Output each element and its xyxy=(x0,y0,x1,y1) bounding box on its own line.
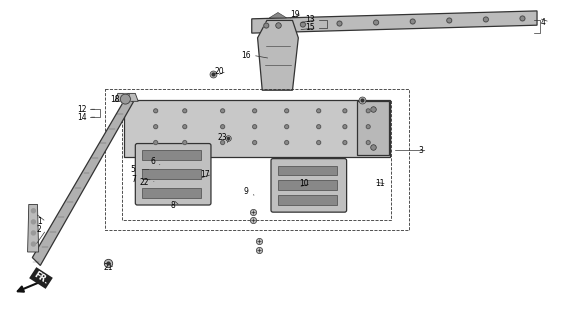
Polygon shape xyxy=(27,204,39,252)
Circle shape xyxy=(32,242,36,246)
Circle shape xyxy=(520,16,525,21)
Text: 11: 11 xyxy=(375,179,384,188)
Circle shape xyxy=(366,140,370,145)
Circle shape xyxy=(121,94,130,104)
Polygon shape xyxy=(142,169,201,179)
Polygon shape xyxy=(278,180,337,190)
Text: 2: 2 xyxy=(37,225,42,234)
Text: FR.: FR. xyxy=(32,270,50,286)
Circle shape xyxy=(337,21,342,26)
Text: 18: 18 xyxy=(110,95,120,104)
Circle shape xyxy=(32,209,36,213)
Polygon shape xyxy=(278,195,337,205)
Circle shape xyxy=(316,109,321,113)
Text: 21: 21 xyxy=(103,263,113,272)
FancyBboxPatch shape xyxy=(271,159,347,212)
Circle shape xyxy=(253,140,257,145)
Text: 5: 5 xyxy=(130,165,135,174)
Circle shape xyxy=(221,109,225,113)
Circle shape xyxy=(343,140,347,145)
Circle shape xyxy=(285,109,288,113)
Text: 22: 22 xyxy=(139,178,149,187)
Text: 14: 14 xyxy=(77,113,87,122)
Polygon shape xyxy=(278,165,337,175)
Circle shape xyxy=(264,23,269,28)
Circle shape xyxy=(343,125,347,129)
Polygon shape xyxy=(356,101,388,155)
Circle shape xyxy=(366,109,370,113)
Circle shape xyxy=(285,125,288,129)
Polygon shape xyxy=(142,150,201,160)
Text: 19: 19 xyxy=(291,10,300,19)
Text: 23: 23 xyxy=(218,133,228,142)
Text: 13: 13 xyxy=(305,15,315,24)
Circle shape xyxy=(221,140,225,145)
Text: 15: 15 xyxy=(305,23,315,32)
Circle shape xyxy=(183,140,187,145)
Circle shape xyxy=(154,125,158,129)
Polygon shape xyxy=(115,93,138,101)
Text: 12: 12 xyxy=(77,105,87,114)
Circle shape xyxy=(410,19,415,24)
Text: 16: 16 xyxy=(241,51,251,60)
Circle shape xyxy=(374,20,378,25)
Circle shape xyxy=(253,125,257,129)
Text: 1: 1 xyxy=(37,217,42,226)
Polygon shape xyxy=(252,11,537,33)
Polygon shape xyxy=(269,12,287,18)
Text: 8: 8 xyxy=(171,202,176,211)
Text: 3: 3 xyxy=(418,146,423,155)
Circle shape xyxy=(183,125,187,129)
Text: 7: 7 xyxy=(132,174,136,184)
Circle shape xyxy=(253,109,257,113)
Circle shape xyxy=(301,22,305,27)
Circle shape xyxy=(32,220,36,224)
Circle shape xyxy=(447,18,452,23)
Circle shape xyxy=(343,109,347,113)
Text: 9: 9 xyxy=(243,187,249,196)
Polygon shape xyxy=(142,188,201,198)
Polygon shape xyxy=(257,20,298,90)
Circle shape xyxy=(483,17,488,22)
Polygon shape xyxy=(32,95,133,266)
FancyBboxPatch shape xyxy=(135,144,211,205)
Polygon shape xyxy=(123,100,390,157)
Circle shape xyxy=(316,125,321,129)
Circle shape xyxy=(316,140,321,145)
Circle shape xyxy=(32,231,36,235)
Text: 4: 4 xyxy=(541,18,545,27)
Text: 6: 6 xyxy=(150,157,155,166)
Text: 17: 17 xyxy=(200,170,210,179)
Text: 20: 20 xyxy=(215,67,225,76)
Circle shape xyxy=(154,140,158,145)
Circle shape xyxy=(154,109,158,113)
Circle shape xyxy=(221,125,225,129)
Circle shape xyxy=(285,140,288,145)
Text: 10: 10 xyxy=(300,179,309,188)
Circle shape xyxy=(366,125,370,129)
Circle shape xyxy=(183,109,187,113)
